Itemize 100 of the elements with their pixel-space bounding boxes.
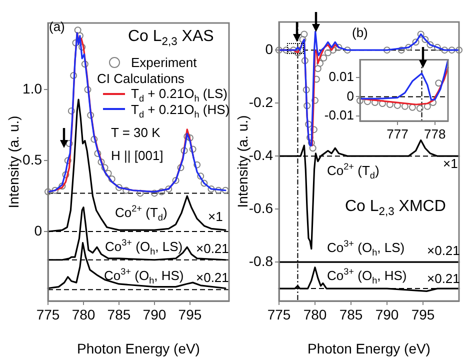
- point: [150, 190, 158, 197]
- point: [378, 100, 386, 108]
- point: [70, 72, 78, 79]
- y-axis-title: Intensity (a. u.): [5, 116, 22, 208]
- point: [426, 41, 434, 48]
- point: [302, 86, 310, 94]
- point: [94, 150, 102, 157]
- point: [312, 96, 318, 104]
- point: [180, 147, 188, 154]
- point: [304, 102, 311, 110]
- point: [405, 44, 412, 51]
- point: [300, 30, 308, 38]
- point: [417, 30, 424, 38]
- x-tick-label: 775: [36, 306, 60, 322]
- point: [122, 186, 130, 194]
- point: [309, 144, 316, 152]
- x-tick-label: 785: [107, 306, 131, 322]
- y-tick-label: -0.2: [248, 94, 274, 110]
- point: [186, 134, 194, 142]
- y-tick-label: 0: [34, 222, 42, 238]
- x-tick-label: 780: [303, 306, 327, 322]
- point: [316, 60, 324, 67]
- series-label: Co$^{3+}$ (O$_{h}$, HS): [104, 266, 184, 286]
- annotation: ×0.21: [427, 271, 460, 286]
- annotation: (b): [352, 25, 368, 40]
- series-label: Co$^{3+}$ (O$_{h}$, HS): [327, 266, 407, 286]
- legend-title: CI Calculations: [97, 70, 186, 86]
- point: [384, 46, 390, 54]
- point: [301, 57, 308, 64]
- y-tick-label: -0.01: [324, 108, 354, 123]
- point: [294, 49, 302, 56]
- y-tick-label: 1.0: [22, 80, 42, 97]
- x-tick-label: 785: [339, 306, 363, 322]
- point: [456, 46, 462, 54]
- point: [184, 132, 191, 140]
- y-tick-label: -0.6: [248, 200, 274, 216]
- point: [68, 107, 75, 114]
- point: [64, 157, 72, 164]
- point: [416, 104, 424, 112]
- point: [158, 188, 166, 196]
- point: [408, 104, 416, 111]
- x-axis-title: Photon Energy (eV): [308, 340, 430, 356]
- point: [74, 26, 82, 34]
- point: [66, 140, 73, 148]
- point: [386, 100, 394, 108]
- point: [310, 126, 318, 134]
- point: [62, 171, 70, 178]
- y-axis-title: Intensity (a. u.): [234, 115, 250, 208]
- annotation: (a): [49, 19, 65, 34]
- annotation: ×0.21: [427, 243, 460, 258]
- point: [214, 186, 222, 194]
- point: [371, 99, 378, 106]
- x-tick-label: 790: [375, 306, 399, 322]
- point: [276, 46, 282, 54]
- annotation: Co L$_{2,3}$ XAS: [128, 28, 214, 48]
- point: [208, 185, 215, 192]
- point: [177, 164, 184, 172]
- point: [422, 36, 429, 43]
- x-tick-label: 795: [178, 306, 202, 322]
- point: [222, 186, 229, 194]
- annotation: ×0.21: [196, 241, 229, 256]
- point: [424, 102, 431, 110]
- series-label: Co$^{2+}$ (T$_{d}$): [115, 204, 168, 223]
- annotation: ×1: [208, 209, 223, 224]
- point: [78, 44, 86, 51]
- annotation: ×0.21: [196, 270, 229, 285]
- series-label: Co$^{3+}$ (O$_{h}$, LS): [327, 238, 405, 258]
- series-label: Co$^{3+}$ (O$_{h}$, LS): [105, 238, 183, 257]
- y-tick-label: 0: [265, 40, 274, 57]
- legend-label: T$_{d}$ + 0.21O$_{h}$ (HS): [131, 102, 230, 120]
- y-tick-label: -0.8: [248, 252, 274, 269]
- point: [136, 190, 144, 197]
- point: [435, 80, 442, 87]
- series-label: Co$^{2+}$ (T$_{d}$): [327, 162, 380, 181]
- point: [108, 176, 116, 183]
- point: [320, 54, 328, 62]
- point: [314, 65, 322, 72]
- annotation: T = 30 K: [111, 125, 160, 140]
- point: [194, 161, 201, 168]
- x-tick-label: 777: [386, 126, 408, 142]
- point: [282, 46, 290, 54]
- point: [81, 60, 88, 68]
- point: [330, 46, 336, 54]
- x-tick-label: 790: [142, 306, 166, 322]
- y-tick-label: 0: [346, 88, 354, 104]
- point: [324, 49, 332, 56]
- point: [398, 46, 405, 54]
- legend-label: T$_{d}$ + 0.21O$_{h}$ (LS): [131, 86, 228, 104]
- point: [101, 164, 108, 172]
- point: [165, 185, 172, 192]
- x-tick-label: 780: [72, 306, 96, 322]
- point: [84, 86, 92, 94]
- point: [441, 46, 448, 54]
- point: [104, 170, 112, 177]
- x-axis-title: Photon Energy (eV): [77, 340, 200, 356]
- point: [412, 38, 420, 46]
- point: [172, 176, 180, 184]
- point: [434, 44, 441, 51]
- point: [430, 99, 437, 106]
- point: [401, 102, 408, 110]
